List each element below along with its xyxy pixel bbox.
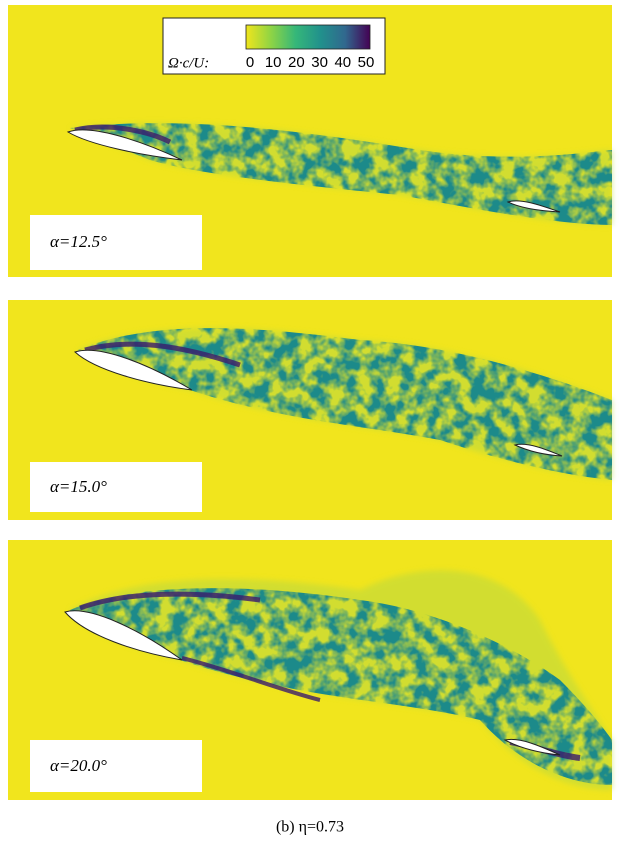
- panel-label: α=20.0°: [50, 756, 107, 775]
- figure-caption: (b) η=0.73: [276, 819, 344, 836]
- colorbar-tick-label: 30: [311, 54, 328, 71]
- panel-label: α=12.5°: [50, 232, 107, 251]
- page: α=12.5° α=15.0° α=20.0° Ω·c/U: 0 10 20 30 40…: [0, 0, 620, 850]
- colorbar: Ω·c/U: 0 10 20 30 40 50: [163, 18, 385, 74]
- figure: α=12.5° α=15.0° α=20.0° Ω·c/U: 0 10 20 30 40…: [0, 0, 620, 850]
- colorbar-tick-label: 20: [288, 54, 305, 71]
- colorbar-tick-label: 10: [265, 54, 282, 71]
- colorbar-tick-label: 40: [334, 54, 351, 71]
- colorbar-gradient: [246, 25, 370, 49]
- panel: α=20.0°: [8, 540, 612, 800]
- colorbar-tick-label: 0: [246, 54, 254, 71]
- colorbar-tick-label: 50: [358, 54, 375, 71]
- panel-label: α=15.0°: [50, 477, 107, 496]
- colorbar-label: Ω·c/U:: [168, 55, 209, 71]
- panel: α=15.0°: [8, 300, 612, 520]
